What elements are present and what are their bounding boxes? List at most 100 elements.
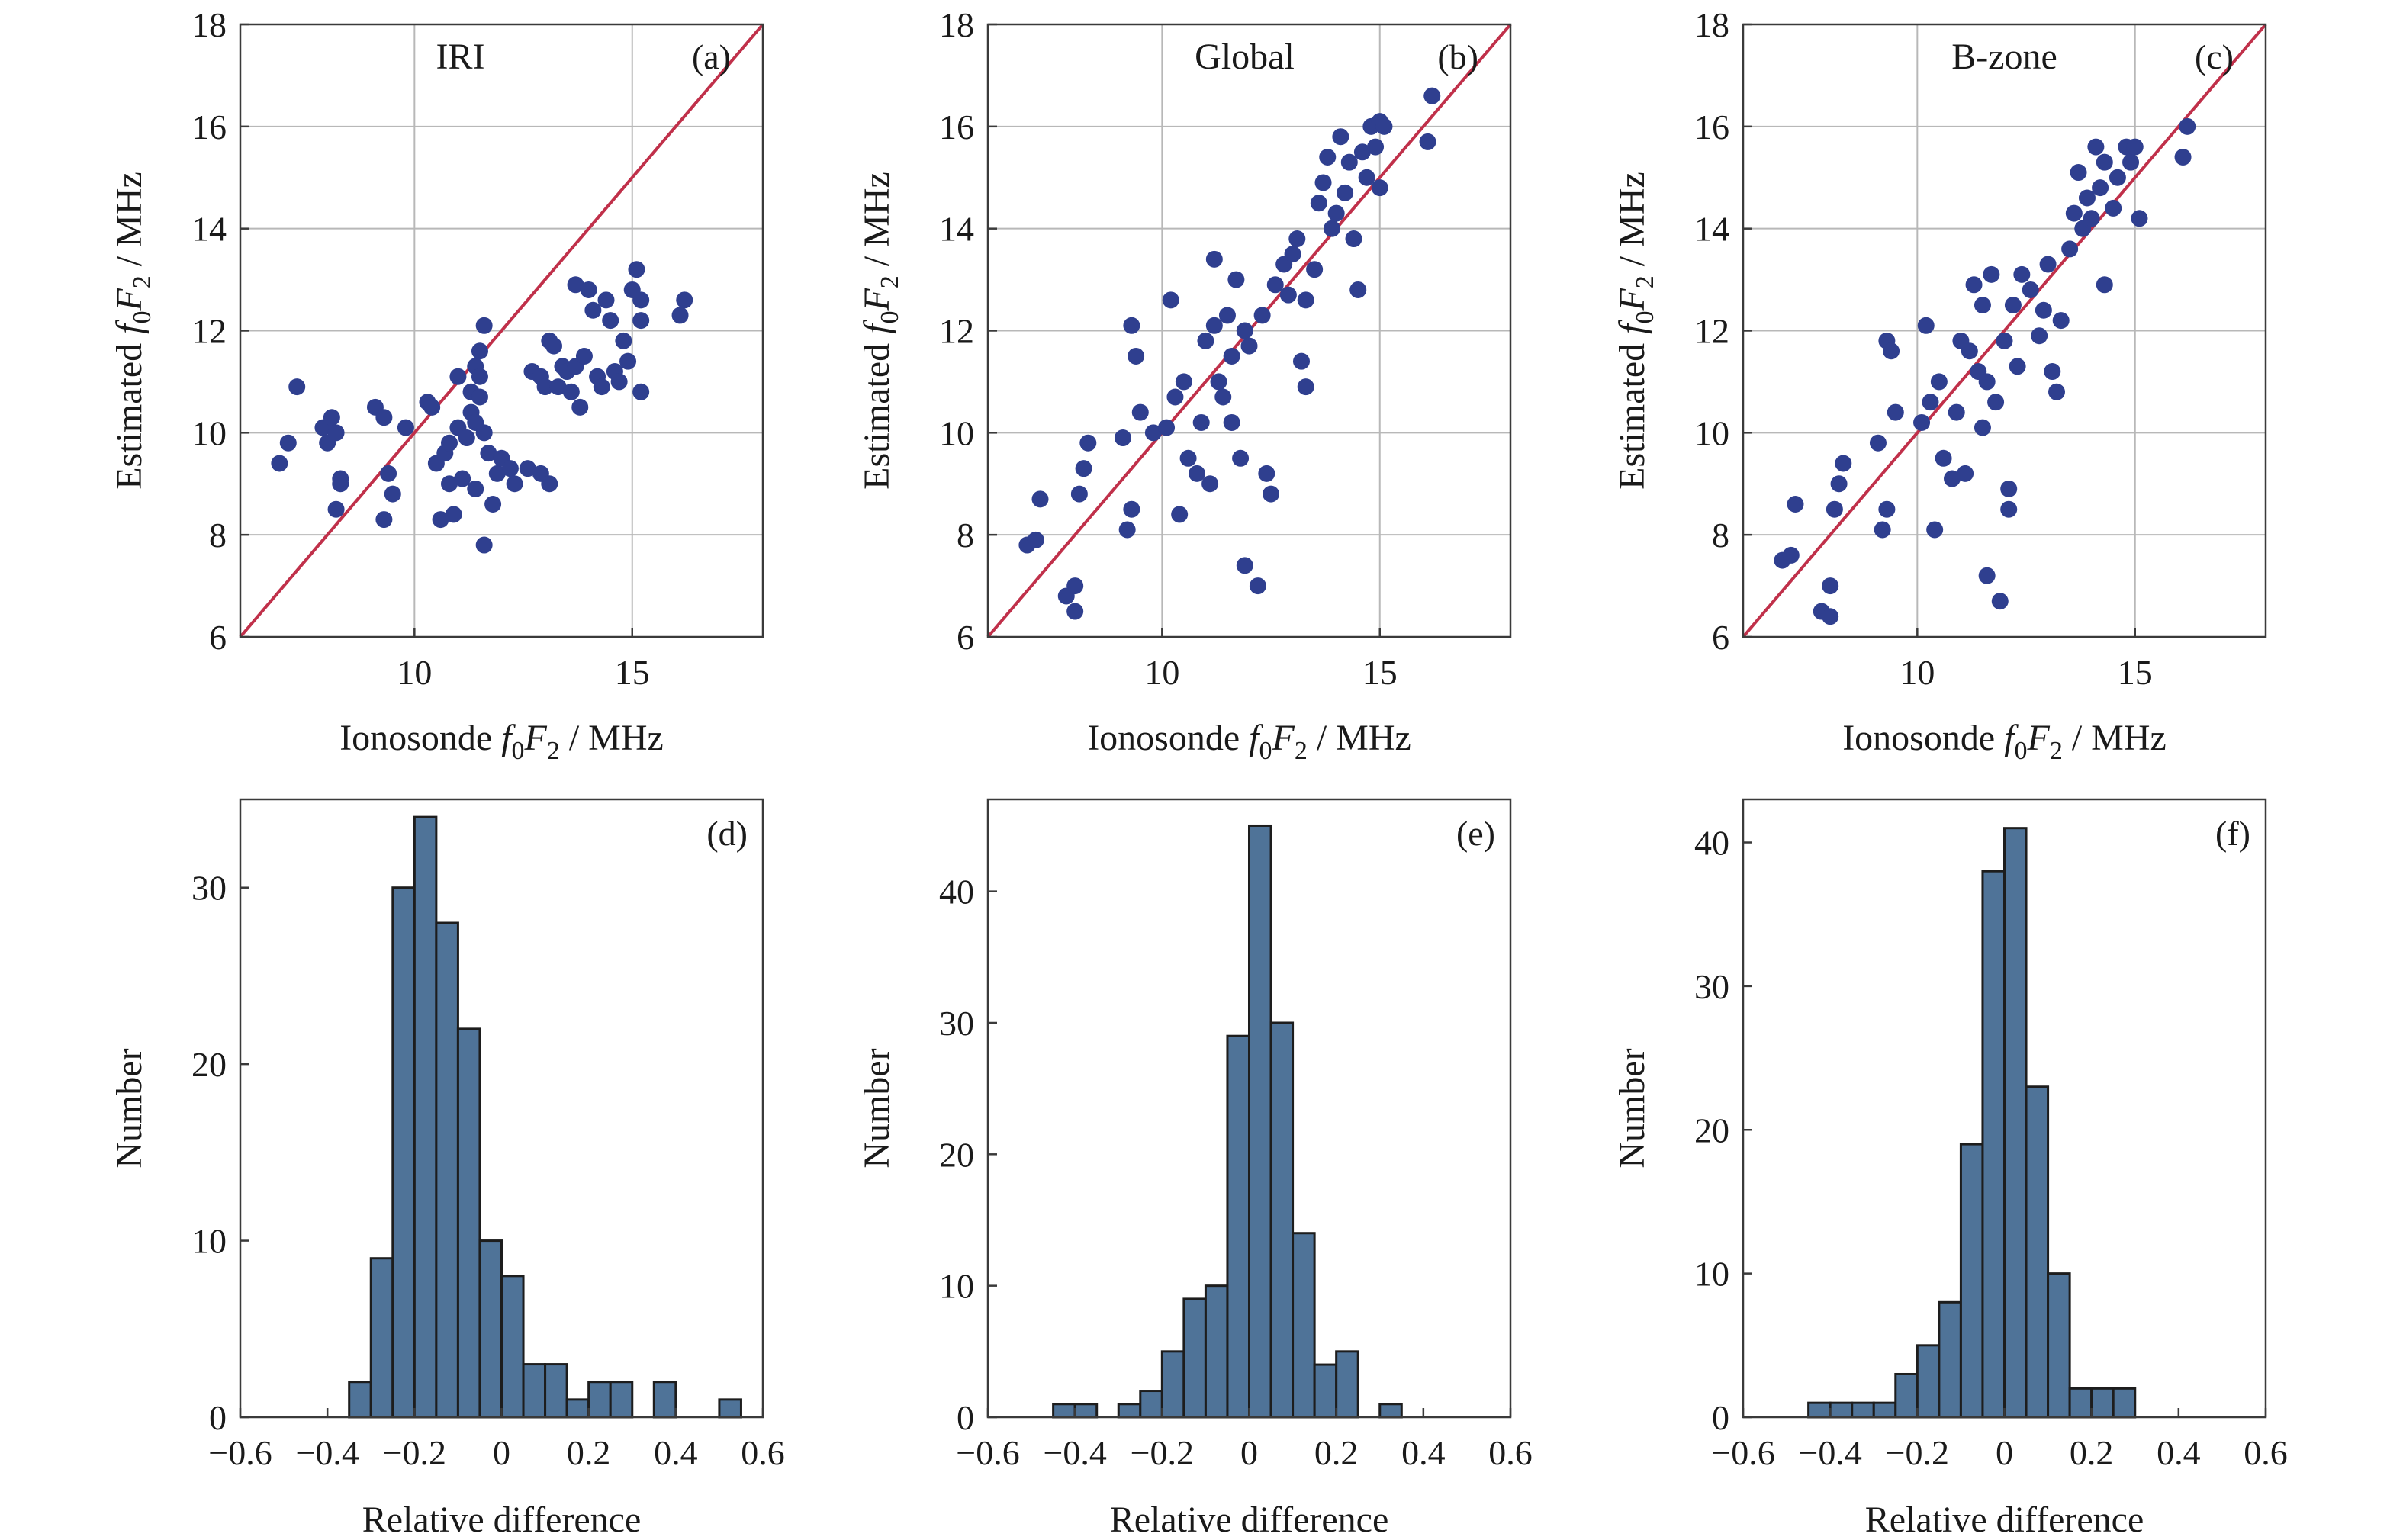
data-point [519,460,536,477]
data-point [1987,394,2005,411]
histogram-bar [1160,1350,1185,1419]
data-point [2126,138,2144,156]
data-point [1983,265,2000,283]
data-point [1123,317,1140,334]
x-tick-label: 15 [2118,653,2153,692]
data-point [2174,148,2192,166]
y-axis-label: Number [857,1048,897,1168]
data-point [2105,199,2122,217]
histogram-bar [1938,1300,1962,1419]
data-point [2179,117,2196,135]
histogram-bar [391,886,416,1419]
axis-label-part: 2 [1631,275,1659,288]
data-point [1189,465,1205,482]
data-point [471,368,488,385]
data-point [1323,220,1340,237]
histogram-panel-f: −0.6 −0.4 −0.2 0 0.2 0.4 0.6 0 10 20 30 40 (f) Relati… [1612,798,2288,1540]
data-point [1961,342,1978,360]
data-point [1965,276,1983,294]
x-tick-label: −0.2 [383,1433,446,1472]
data-point [1284,246,1301,263]
axis-label-part: Ionosonde [339,718,501,758]
y-axis-label: Estimated f0F2 / MHz [1612,172,1659,490]
axis-label-part: 0 [1631,311,1659,324]
data-point [445,506,462,523]
data-point [1830,475,1848,493]
data-point [1423,87,1441,104]
histogram-bar [1226,1034,1251,1419]
data-point [1288,230,1306,248]
histogram-bar [522,1363,547,1419]
data-point [1822,577,1839,595]
y-tick-label: 16 [939,108,974,146]
data-point [1878,500,1896,518]
data-point [1079,434,1097,452]
data-point [2000,480,2018,497]
data-point [1887,403,1904,421]
x-tick-label: 10 [1144,653,1179,692]
axis-label-part: F [1612,288,1652,312]
axis-label-part: 2 [2050,737,2063,765]
y-tick-label: 40 [939,873,974,911]
data-point [567,276,584,294]
y-tick-label: 30 [1694,967,1729,1006]
histogram-bar [500,1275,525,1419]
y-tick-label: 16 [191,108,227,146]
panel-tag: (d) [706,814,748,853]
data-point [1297,291,1314,309]
axis-label-part: 0 [1259,737,1272,765]
data-point [2131,210,2148,227]
data-point [1297,378,1314,396]
data-point [1144,424,1162,442]
y-tick-label: 18 [939,5,974,44]
model-name: B-zone [1951,37,2057,77]
data-point [2096,153,2113,171]
x-tick-label: 0.2 [1314,1433,1359,1472]
data-point [271,455,288,472]
x-tick-label: 10 [1900,653,1935,692]
data-point [488,465,506,482]
data-point [1869,434,1887,452]
data-point [432,511,449,529]
axis-label-part: 0 [2015,737,2028,765]
data-point [1253,307,1271,324]
data-point [1310,195,1327,212]
y-tick-label: 30 [191,869,227,908]
data-point [1917,317,1935,334]
data-point [1218,307,1236,324]
data-point [484,496,502,513]
x-axis-label: Relative difference [1110,1500,1389,1540]
histogram-bar [348,1381,372,1419]
data-point [1358,169,1375,186]
y-tick-label: 14 [939,210,974,249]
model-name: IRI [436,37,485,77]
data-point [1202,475,1219,493]
data-point [1232,449,1250,467]
y-tick-label: 10 [939,1267,974,1306]
x-tick-label: 0.4 [1401,1433,1446,1472]
axis-label-part: F [2027,718,2051,758]
y-tick-label: 6 [209,618,227,657]
data-point [1826,500,1843,518]
data-point [1205,317,1223,334]
data-point [2000,500,2018,518]
data-point [632,291,650,309]
data-point [2039,256,2057,273]
data-point [1240,337,1258,355]
data-point [1935,449,1952,467]
x-axis-label: Ionosonde f0F2 / MHz [1842,718,2167,765]
x-tick-label: 0.4 [654,1433,698,1472]
histogram-bar [544,1363,568,1419]
axis-label-part: 0 [876,311,904,324]
data-point [2092,179,2109,197]
y-tick-label: 0 [209,1398,227,1437]
data-point [562,383,580,400]
histogram-bar [456,1027,481,1419]
data-point [1166,388,1184,406]
data-point [2004,297,2022,314]
data-point [1070,485,1088,503]
x-tick-label: −0.6 [208,1433,272,1472]
data-point [597,291,615,309]
panel-tag: (f) [2215,814,2250,853]
histogram-bar [1204,1284,1229,1419]
